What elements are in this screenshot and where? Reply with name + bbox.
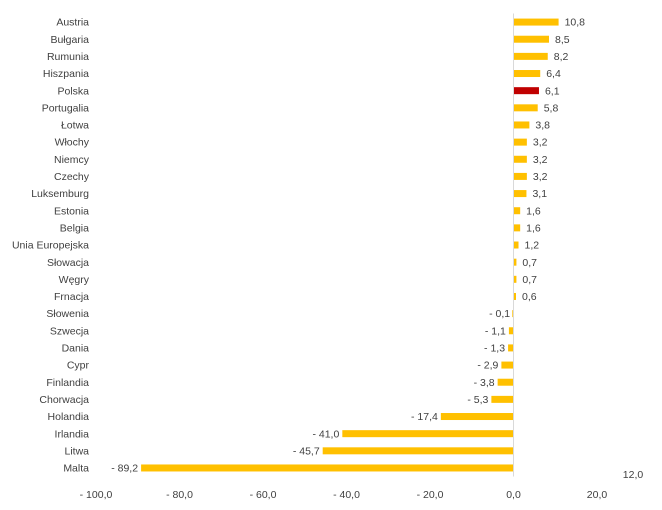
category-label: Dania: [62, 343, 90, 355]
bar-14: [513, 258, 517, 266]
category-label: Hiszpania: [43, 68, 89, 80]
data-label: - 17,4: [411, 411, 438, 423]
category-label: Unia Europejska: [12, 240, 89, 252]
data-label: - 45,7: [293, 445, 320, 457]
bar-17: [512, 310, 514, 318]
category-label: Malta: [63, 463, 89, 475]
bar-10: [513, 190, 527, 198]
bar-23: [440, 413, 514, 421]
bar-25: [322, 447, 514, 455]
data-label: 8,5: [555, 34, 570, 46]
bar-26: [141, 464, 514, 472]
bar-5: [513, 104, 538, 112]
category-label: Szwecja: [50, 325, 89, 337]
data-label: 8,2: [554, 51, 569, 63]
data-label: 6,1: [545, 85, 560, 97]
category-label: Luksemburg: [31, 188, 89, 200]
bar-24: [342, 430, 514, 438]
data-label: 0,7: [522, 274, 537, 286]
x-tick-label: - 100,0: [80, 489, 113, 501]
data-label: - 89,2: [111, 463, 138, 475]
bar-12: [513, 224, 521, 232]
category-label: Estonia: [54, 205, 89, 217]
bar-2: [513, 52, 548, 60]
category-label: Bułgaria: [50, 34, 89, 46]
category-label: Portugalia: [42, 102, 89, 114]
data-label: - 0,1: [489, 308, 510, 320]
category-label: Irlandia: [55, 428, 90, 440]
data-label: 0,7: [522, 257, 537, 269]
data-label: - 3,8: [474, 377, 495, 389]
bar-4: [513, 87, 539, 95]
category-label: Słowacja: [47, 257, 89, 269]
data-labels: 10,8 8,5 8,2 6,4 6,1 5,8 3,8 3,2 3,2 3,2 3,1 1,6 1,6…: [111, 17, 585, 475]
bar-6: [513, 121, 530, 129]
data-label: 1,2: [525, 240, 540, 252]
data-label: - 1,1: [485, 325, 506, 337]
bars-group: [141, 18, 559, 472]
category-label: Belgia: [60, 222, 89, 234]
bar-8: [513, 155, 527, 163]
data-label: 5,8: [544, 102, 559, 114]
data-label: 1,6: [526, 222, 541, 234]
data-label: 3,2: [533, 137, 548, 149]
bar-9: [513, 172, 527, 180]
category-label: Węgry: [59, 274, 90, 286]
x-axis: - 100,0 - 80,0 - 60,0 - 40,0 - 20,0 0,0 20,0: [80, 489, 608, 501]
bar-16: [513, 292, 516, 300]
category-label: Czechy: [54, 171, 90, 183]
category-label: Rumunia: [47, 51, 89, 63]
data-label: 10,8: [565, 17, 586, 29]
bar-0: [513, 18, 559, 26]
category-label: Słowenia: [46, 308, 89, 320]
bar-1: [513, 35, 549, 43]
bar-21: [497, 378, 514, 386]
category-label: Niemcy: [54, 154, 90, 166]
x-tick-label: - 20,0: [417, 489, 444, 501]
category-label: Finlandia: [46, 377, 89, 389]
data-label: 3,2: [533, 171, 548, 183]
category-label: Polska: [57, 85, 89, 97]
category-label: Włochy: [55, 137, 90, 149]
data-label: - 41,0: [312, 428, 339, 440]
category-label: Litwa: [64, 445, 89, 457]
bar-7: [513, 138, 527, 146]
extra-tick-label: 12,0: [623, 469, 644, 481]
bar-11: [513, 207, 521, 215]
data-label: 6,4: [546, 68, 561, 80]
data-label: - 5,3: [467, 394, 488, 406]
x-tick-label: - 80,0: [166, 489, 193, 501]
bar-3: [513, 70, 541, 78]
bar-18: [508, 327, 514, 335]
bar-22: [491, 395, 514, 403]
bar-20: [501, 361, 514, 369]
category-label: Cypr: [67, 360, 90, 372]
category-label: Austria: [56, 17, 89, 29]
x-tick-label: 20,0: [587, 489, 608, 501]
category-label: Holandia: [48, 411, 90, 423]
data-label: 3,8: [535, 120, 550, 132]
x-tick-label: 0,0: [506, 489, 521, 501]
data-label: 1,6: [526, 205, 541, 217]
x-tick-label: - 60,0: [250, 489, 277, 501]
data-label: 3,2: [533, 154, 548, 166]
category-label: Chorwacja: [39, 394, 89, 406]
category-labels: Austria Bułgaria Rumunia Hiszpania Polska Por…: [12, 17, 90, 475]
x-tick-label: - 40,0: [333, 489, 360, 501]
bar-15: [513, 275, 517, 283]
category-label: Frnacja: [54, 291, 89, 303]
data-label: 3,1: [532, 188, 547, 200]
data-label: 0,6: [522, 291, 537, 303]
data-label: - 1,3: [484, 343, 505, 355]
category-label: Łotwa: [61, 120, 89, 132]
data-label: - 2,9: [477, 360, 498, 372]
bar-19: [508, 344, 514, 352]
bar-13: [513, 241, 519, 249]
